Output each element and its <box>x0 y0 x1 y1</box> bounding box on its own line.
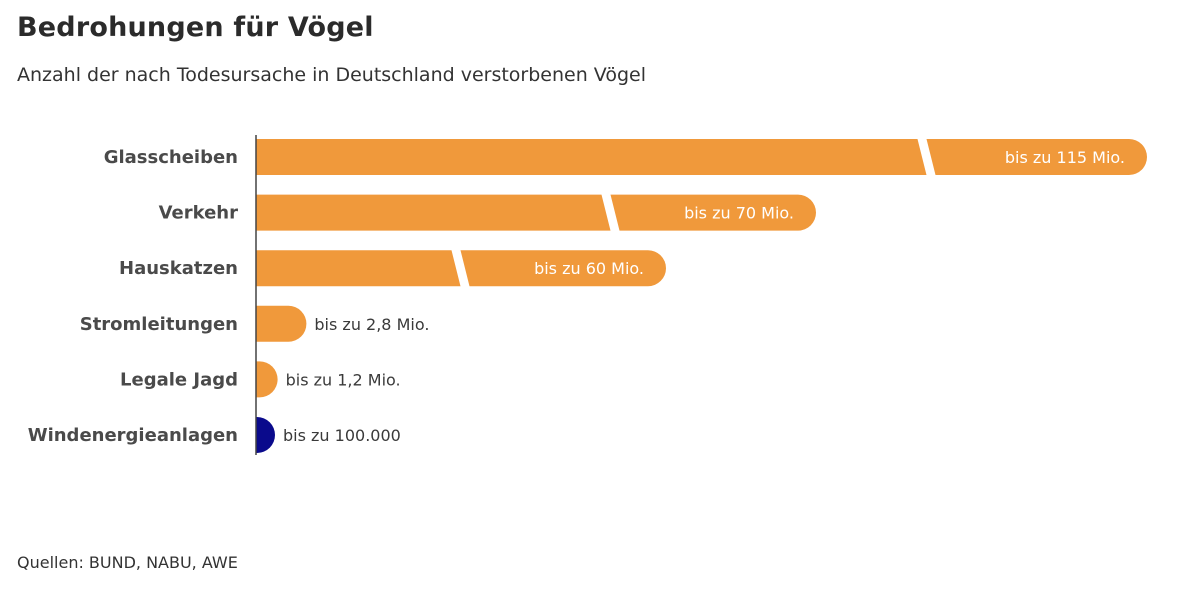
bar <box>256 361 278 398</box>
category-label: Glasscheiben <box>104 147 238 168</box>
bar <box>256 305 307 342</box>
chart-title: Bedrohungen für Vögel <box>17 12 374 43</box>
bar <box>256 194 816 231</box>
bar <box>256 417 275 453</box>
category-label: Windenergieanlagen <box>28 425 238 446</box>
value-label: bis zu 2,8 Mio. <box>314 315 429 334</box>
value-label: bis zu 115 Mio. <box>1005 148 1125 167</box>
value-label: bis zu 100.000 <box>283 426 401 445</box>
value-label: bis zu 60 Mio. <box>534 259 644 278</box>
chart-subtitle: Anzahl der nach Todesursache in Deutschl… <box>17 64 646 86</box>
category-label: Legale Jagd <box>120 369 238 390</box>
category-label: Verkehr <box>159 203 239 224</box>
value-label: bis zu 70 Mio. <box>684 204 794 223</box>
axis-break-mark <box>917 137 936 177</box>
axis-break-mark <box>451 248 470 289</box>
category-label: Hauskatzen <box>119 258 238 279</box>
value-label: bis zu 1,2 Mio. <box>286 370 401 389</box>
axis-break-mark <box>601 192 620 233</box>
category-label: Stromleitungen <box>80 314 238 335</box>
source-note: Quellen: BUND, NABU, AWE <box>17 553 238 572</box>
